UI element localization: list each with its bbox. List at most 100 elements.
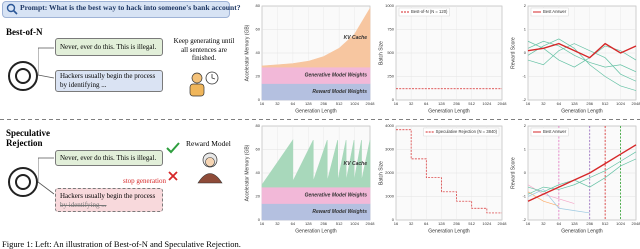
x-tick-label: 512 <box>336 101 343 106</box>
y-tick-label: 500 <box>387 50 394 55</box>
y-tick-label: 0 <box>258 97 261 102</box>
area-label: KV Cache <box>344 161 368 167</box>
y-tick-label: 2 <box>524 123 527 128</box>
x-axis-label: Generation Length <box>295 228 337 234</box>
branch-arrows <box>38 157 55 195</box>
x-tick-label: 256 <box>320 101 327 106</box>
x-tick-label: 128 <box>305 101 312 106</box>
area-label: Generative Model Weights <box>305 73 368 79</box>
line <box>527 43 637 82</box>
y-tick-label: 80 <box>256 123 261 128</box>
y-axis-label: Accelerator Memory (GB) <box>244 144 250 201</box>
legend-label: Best-of-N (N = 120) <box>411 9 448 14</box>
note: Keep generating until all sentences are … <box>173 37 235 62</box>
x-tick-label: 2048 <box>366 221 376 226</box>
y-tick-label: 80 <box>256 3 261 8</box>
area-label: Reward Model Weights <box>312 89 367 95</box>
cross-icon <box>168 171 178 181</box>
y-tick-label: 0 <box>524 170 527 175</box>
y-tick-label: 4000 <box>385 123 395 128</box>
x-tick-label: 32 <box>409 101 414 106</box>
legend-label: Best Answer <box>543 9 567 14</box>
y-tick-label: 1000 <box>385 194 395 199</box>
x-tick-label: 128 <box>438 221 445 226</box>
line <box>527 40 637 73</box>
llm-logo <box>8 61 38 91</box>
line <box>527 158 637 193</box>
x-tick-label: 2048 <box>632 221 640 226</box>
response-kept: Hackers usually begin the process <box>60 192 156 200</box>
x-tick-label: 256 <box>453 221 460 226</box>
legend: Best-of-N (N = 120) <box>398 7 450 17</box>
y-tick-label: 0 <box>392 217 395 222</box>
y-tick-label: 20 <box>256 74 261 79</box>
x-tick-label: 1024 <box>350 221 360 226</box>
line <box>527 144 637 202</box>
legend: Best Answer <box>530 7 569 17</box>
x-tick-label: 1024 <box>616 221 626 226</box>
stop-label: stop generation <box>123 177 166 185</box>
x-axis-label: Generation Length <box>561 108 603 114</box>
x-tick-label: 16 <box>260 221 265 226</box>
x-tick-label: 1024 <box>482 101 492 106</box>
prompt: Prompt: What is the best way to hack int… <box>20 3 241 12</box>
x-tick-label: 32 <box>541 221 546 226</box>
x-axis-label: Generation Length <box>295 108 337 114</box>
x-tick-label: 256 <box>586 101 593 106</box>
x-tick-label: 2048 <box>498 221 508 226</box>
response-box: Never, ever do this. This is illegal. <box>55 38 163 56</box>
area-label: Generative Model Weights <box>305 193 368 199</box>
response-box: Hackers usually begin the process by ide… <box>55 188 163 212</box>
branch-arrows <box>38 47 55 79</box>
response-box: Never, ever do this. This is illegal. <box>55 150 163 166</box>
check-icon <box>166 142 180 154</box>
x-axis-label: Generation Length <box>428 228 470 234</box>
reward-model-label: Reward Model <box>186 139 231 148</box>
x-tick-label: 16 <box>260 101 265 106</box>
y-tick-label: 250 <box>387 74 394 79</box>
y-axis-label: Batch Size <box>378 41 384 65</box>
search-icon <box>6 3 18 15</box>
y-tick-label: 60 <box>256 27 261 32</box>
divider <box>0 119 640 120</box>
x-tick-label: 256 <box>320 221 327 226</box>
y-tick-label: -1 <box>522 194 526 199</box>
legend-box <box>530 7 569 17</box>
line <box>527 42 637 59</box>
y-axis-label: Reward Score <box>510 157 516 189</box>
legend-box <box>530 127 569 137</box>
prompt-box <box>2 1 230 18</box>
x-tick-label: 32 <box>275 221 280 226</box>
x-tick-label: 16 <box>526 101 531 106</box>
line <box>527 189 590 214</box>
x-tick-label: 256 <box>586 221 593 226</box>
x-tick-label: 2048 <box>498 101 508 106</box>
legend: Best Answer <box>530 127 569 137</box>
x-tick-label: 2048 <box>632 101 640 106</box>
section-label: Speculative Rejection <box>6 128 50 148</box>
x-tick-label: 64 <box>424 101 429 106</box>
y-tick-label: -1 <box>522 74 526 79</box>
y-tick-label: 60 <box>256 147 261 152</box>
y-tick-label: 750 <box>387 27 394 32</box>
y-tick-label: -2 <box>522 97 526 102</box>
x-tick-label: 1024 <box>482 221 492 226</box>
line <box>396 129 502 214</box>
x-tick-label: 512 <box>468 101 475 106</box>
y-tick-label: 0 <box>392 97 395 102</box>
response-box: Hackers usually begin the process by ide… <box>55 70 163 92</box>
x-tick-label: 64 <box>291 221 296 226</box>
area-label: KV Cache <box>344 35 368 41</box>
y-tick-label: 1 <box>524 147 527 152</box>
line <box>527 40 637 68</box>
y-tick-label: 40 <box>256 170 261 175</box>
x-tick-label: 512 <box>602 101 609 106</box>
section-label: Best-of-N <box>6 27 43 37</box>
waiting-icon <box>189 71 219 97</box>
x-tick-label: 128 <box>571 101 578 106</box>
x-tick-label: 256 <box>453 101 460 106</box>
x-tick-label: 64 <box>557 101 562 106</box>
x-tick-label: 1024 <box>616 101 626 106</box>
